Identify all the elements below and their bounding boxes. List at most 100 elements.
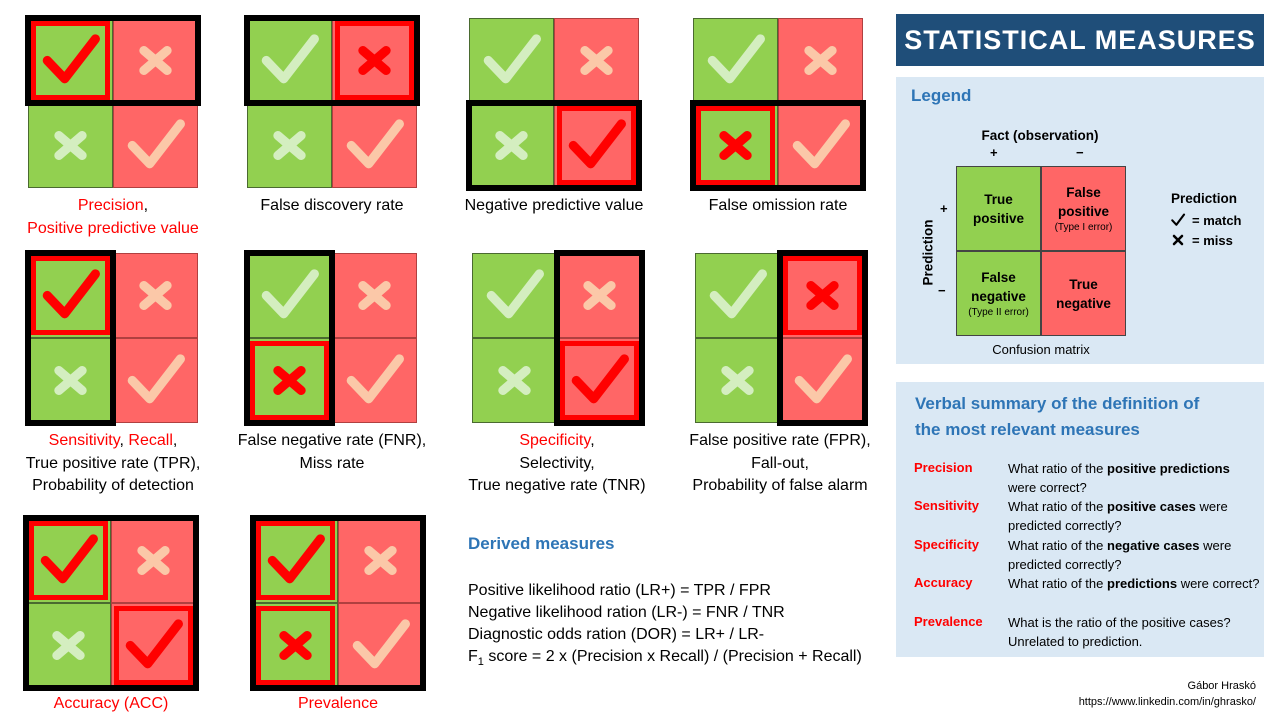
caption-false-discovery-rate: False discovery rate	[260, 197, 404, 214]
tn-cell	[780, 338, 865, 423]
check-icon	[483, 34, 541, 84]
verbal-definition: What is the ratio of the positive cases?…	[1008, 615, 1231, 649]
verbal-term: Sensitivity	[914, 498, 980, 513]
tn-cell	[554, 103, 639, 188]
key-title: Prediction	[1171, 191, 1238, 206]
derived-heading: Derived measures	[468, 534, 615, 553]
tn-cell	[332, 338, 417, 423]
tn-cell	[113, 338, 198, 423]
tp-cell	[26, 518, 111, 603]
author-url: https://www.linkedin.com/in/ghrasko/	[1078, 696, 1256, 708]
cross-icon	[804, 45, 837, 76]
tp-cell	[28, 18, 113, 103]
fn-cell	[247, 338, 332, 423]
fp-cell	[111, 518, 196, 603]
cross-icon	[273, 130, 306, 161]
cross-icon	[358, 45, 391, 76]
fn-cell	[28, 103, 113, 188]
check-icon	[261, 269, 319, 319]
caption-false-negative-rate: False negative rate (FNR), Miss rate	[237, 432, 427, 472]
fact-label: Fact (observation)	[981, 128, 1099, 143]
fp-cell	[554, 18, 639, 103]
verbal-definition: What ratio of the negative cases were pr…	[1008, 538, 1232, 572]
cross-icon	[721, 365, 754, 396]
tp-cell	[695, 253, 780, 338]
tp-cell	[28, 253, 113, 338]
cm-true-negative: True negative	[1041, 251, 1126, 336]
fp-cell	[332, 18, 417, 103]
fp-cell	[778, 18, 863, 103]
cm-false-negative: False negative (Type II error)	[956, 251, 1041, 336]
verbal-panel	[896, 382, 1264, 657]
cross-icon	[54, 130, 87, 161]
derived-lr-plus: Positive likelihood ratio (LR+) = TPR / …	[468, 582, 771, 599]
page-title: STATISTICAL MEASURES	[896, 14, 1264, 66]
prediction-plus: +	[940, 201, 948, 216]
fn-cell	[472, 338, 557, 423]
cm-true-positive: True positive	[956, 166, 1041, 251]
check-icon	[568, 119, 626, 169]
cross-icon	[364, 545, 397, 576]
caption-sensitivity: Sensitivity, Recall, True positive rate (…	[25, 432, 201, 494]
tp-cell	[247, 253, 332, 338]
fn-cell	[28, 338, 113, 423]
check-icon	[709, 269, 767, 319]
fn-cell	[253, 603, 338, 688]
verbal-definition: What ratio of the positive cases were pr…	[1008, 499, 1228, 533]
caption-false-omission-rate: False omission rate	[708, 197, 848, 214]
fp-cell	[338, 518, 423, 603]
check-icon	[571, 354, 629, 404]
prediction-axis-label: Prediction	[920, 219, 936, 286]
check-icon	[267, 534, 325, 584]
tp-cell	[247, 18, 332, 103]
caption-accuracy: Accuracy (ACC)	[53, 695, 169, 712]
caption-negative-predictive-value: Negative predictive value	[464, 197, 644, 214]
tp-cell	[253, 518, 338, 603]
cross-icon	[273, 365, 306, 396]
caption-precision: Precision, Positive predictive value	[27, 197, 199, 237]
check-icon	[40, 534, 98, 584]
check-icon	[127, 119, 185, 169]
fp-cell	[113, 253, 198, 338]
check-icon	[486, 269, 544, 319]
check-icon	[794, 354, 852, 404]
fn-cell	[247, 103, 332, 188]
check-icon	[792, 119, 850, 169]
check-icon	[42, 34, 100, 84]
tp-cell	[469, 18, 554, 103]
fact-plus: +	[990, 145, 998, 160]
verbal-definition: What ratio of the positive predictions w…	[1008, 461, 1230, 495]
check-icon	[346, 119, 404, 169]
caption-prevalence: Prevalence	[297, 695, 379, 712]
cross-icon	[52, 630, 85, 661]
check-icon	[707, 34, 765, 84]
cross-icon	[54, 365, 87, 396]
check-icon	[261, 34, 319, 84]
fact-minus: −	[1076, 145, 1084, 160]
derived-f1: F1 score = 2 x (Precision x Recall) / (P…	[468, 648, 862, 669]
prediction-minus: −	[938, 283, 946, 298]
fp-cell	[332, 253, 417, 338]
fp-cell	[557, 253, 642, 338]
tn-cell	[778, 103, 863, 188]
verbal-definition: What ratio of the predictions were corre…	[1008, 576, 1260, 591]
check-icon	[125, 619, 183, 669]
verbal-term: Accuracy	[914, 575, 973, 590]
cross-icon	[580, 45, 613, 76]
fn-cell	[469, 103, 554, 188]
cross-icon	[139, 280, 172, 311]
cross-icon	[1172, 234, 1184, 246]
caption-specificity: Specificity, Selectivity, True negative ra…	[468, 432, 646, 494]
fp-cell	[113, 18, 198, 103]
confusion-matrix-caption: Confusion matrix	[992, 342, 1090, 357]
cross-icon	[583, 280, 616, 311]
check-icon	[346, 354, 404, 404]
key-match: = match	[1170, 212, 1242, 228]
author: Gábor Hraskó	[1187, 680, 1256, 692]
tn-cell	[111, 603, 196, 688]
check-icon	[127, 354, 185, 404]
cross-icon	[358, 280, 391, 311]
verbal-term: Precision	[914, 460, 973, 475]
verbal-term: Prevalence	[914, 614, 983, 629]
fp-cell	[780, 253, 865, 338]
